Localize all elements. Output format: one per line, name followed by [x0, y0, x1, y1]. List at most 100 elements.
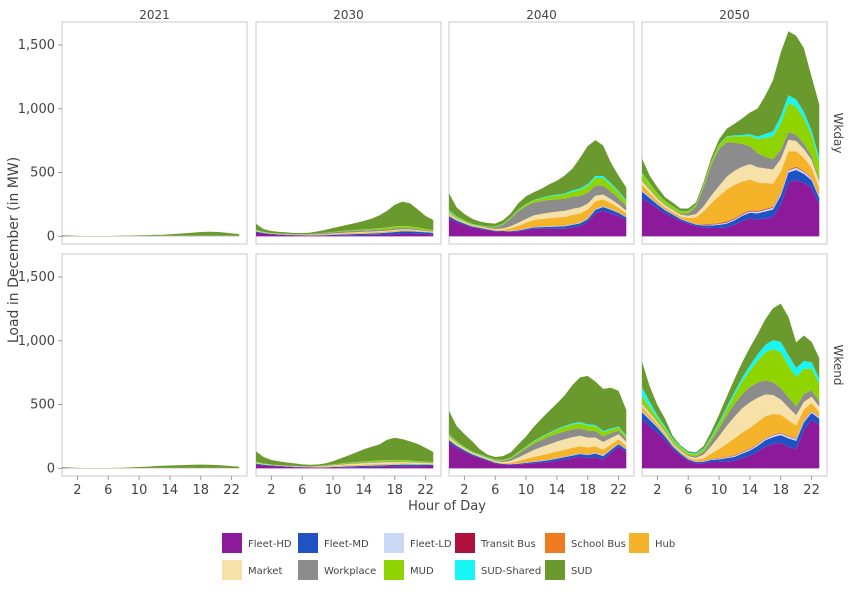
- y-tick-label: 1,500: [18, 270, 55, 285]
- x-tick-label: 2: [460, 483, 468, 498]
- facet-panel: [61, 21, 248, 245]
- facet-row-label: Wkday: [831, 113, 845, 154]
- area-mud: [642, 349, 820, 457]
- area-hub: [449, 199, 627, 231]
- area-fleet-ld: [256, 463, 434, 468]
- area-fleet-ld: [256, 230, 434, 236]
- facet-panel: [641, 21, 828, 245]
- area-workplace: [642, 380, 820, 458]
- panel-frame: [255, 253, 442, 477]
- area-fleet-hd: [449, 442, 627, 469]
- legend-swatch: [298, 560, 318, 580]
- facet-panel: [61, 253, 248, 477]
- area-fleet-ld: [642, 410, 820, 462]
- area-fleet-hd: [642, 180, 820, 237]
- x-tick-label: 6: [684, 483, 692, 498]
- panel-frame: [61, 253, 248, 477]
- x-tick-label: 22: [803, 483, 820, 498]
- legend-label: SUD: [571, 566, 593, 577]
- x-tick-label: 22: [223, 483, 240, 498]
- legend-item: Fleet-HD: [222, 533, 292, 553]
- area-fleet-hd: [449, 210, 627, 237]
- area-workplace: [449, 185, 627, 229]
- x-tick-label: 2: [653, 483, 661, 498]
- x-axis-title: Hour of Day: [408, 499, 486, 514]
- y-tick-label: 1,000: [18, 102, 55, 117]
- legend-label: Fleet-MD: [324, 539, 369, 550]
- x-tick-label: 14: [162, 483, 179, 498]
- area-fleet-hd: [256, 232, 434, 237]
- area-hub: [642, 151, 820, 225]
- area-hub: [642, 403, 820, 462]
- legend-swatch: [545, 533, 565, 553]
- legend-label: Transit Bus: [480, 539, 536, 550]
- legend-item: Fleet-LD: [384, 533, 452, 553]
- facet-column-label: 2040: [526, 8, 557, 22]
- area-workplace: [256, 461, 434, 467]
- area-sud: [256, 201, 434, 235]
- facet-column-label: 2021: [139, 8, 170, 22]
- area-market: [449, 194, 627, 230]
- x-tick-label: 14: [549, 483, 566, 498]
- x-tick-label: 18: [772, 483, 789, 498]
- area-market: [642, 139, 820, 219]
- x-tick-label: 10: [518, 483, 535, 498]
- facet-panel: [255, 253, 442, 477]
- y-tick-label: 1,000: [18, 334, 55, 349]
- x-tick-label: 6: [491, 483, 499, 498]
- facet-panel: [641, 253, 828, 477]
- area-sud: [256, 437, 434, 467]
- panels: 2021 2030 2040 2050 Wkday Wkend: [61, 8, 845, 477]
- facet-column-label: 2030: [333, 8, 364, 22]
- x-axis: 2 6 10 14 18 22 2 6 10 14 18 22 2 6 10 14 18 22 2 6 10 14 18 22: [73, 476, 820, 498]
- x-tick-label: 18: [192, 483, 209, 498]
- x-tick-label: 18: [579, 483, 596, 498]
- legend-label: School Bus: [571, 539, 626, 550]
- area-workplace: [642, 132, 820, 216]
- area-mud: [62, 467, 240, 469]
- area-market: [256, 229, 434, 235]
- y-tick-label: 1,500: [18, 38, 55, 53]
- area-hub: [256, 229, 434, 236]
- area-fleet-md: [642, 170, 820, 229]
- y-tick-label: 500: [30, 166, 55, 181]
- area-fleet-md: [256, 231, 434, 236]
- legend-swatch: [545, 560, 565, 580]
- legend-label: Workplace: [324, 566, 376, 577]
- legend-item: School Bus: [545, 533, 626, 553]
- y-tick-label: 0: [47, 229, 55, 244]
- area-fleet-hd: [256, 464, 434, 469]
- area-hub: [256, 462, 434, 468]
- legend-swatch: [455, 533, 475, 553]
- legend-item: Hub: [629, 533, 675, 553]
- facet-row-label: Wkend: [831, 345, 845, 386]
- legend-item: SUD-Shared: [455, 560, 541, 580]
- legend-item: Transit Bus: [455, 533, 536, 553]
- y-tick-label: 0: [47, 461, 55, 476]
- x-tick-label: 10: [131, 483, 148, 498]
- x-tick-label: 10: [711, 483, 728, 498]
- area-workplace: [62, 235, 240, 237]
- area-fleet-md: [449, 207, 627, 232]
- x-tick-label: 10: [325, 483, 342, 498]
- facet-panel: [255, 21, 442, 245]
- x-tick-label: 14: [356, 483, 373, 498]
- legend-label: MUD: [410, 566, 434, 577]
- y-tick-label: 500: [30, 398, 55, 413]
- area-sud: [642, 31, 820, 212]
- legend-item: SUD: [545, 560, 593, 580]
- x-tick-label: 6: [298, 483, 306, 498]
- legend-swatch: [629, 533, 649, 553]
- y-axis: 0 500 1,000 1,500 0 500 1,000 1,500: [18, 38, 62, 476]
- area-mud: [256, 460, 434, 467]
- area-sud: [62, 464, 240, 469]
- area-workplace: [256, 227, 434, 235]
- area-market: [449, 434, 627, 463]
- x-tick-label: 2: [73, 483, 81, 498]
- facet-panel: [448, 253, 635, 477]
- x-tick-label: 14: [742, 483, 759, 498]
- legend-label: SUD-Shared: [481, 566, 541, 577]
- legend-item: Market: [222, 560, 282, 580]
- area-sud: [449, 375, 627, 460]
